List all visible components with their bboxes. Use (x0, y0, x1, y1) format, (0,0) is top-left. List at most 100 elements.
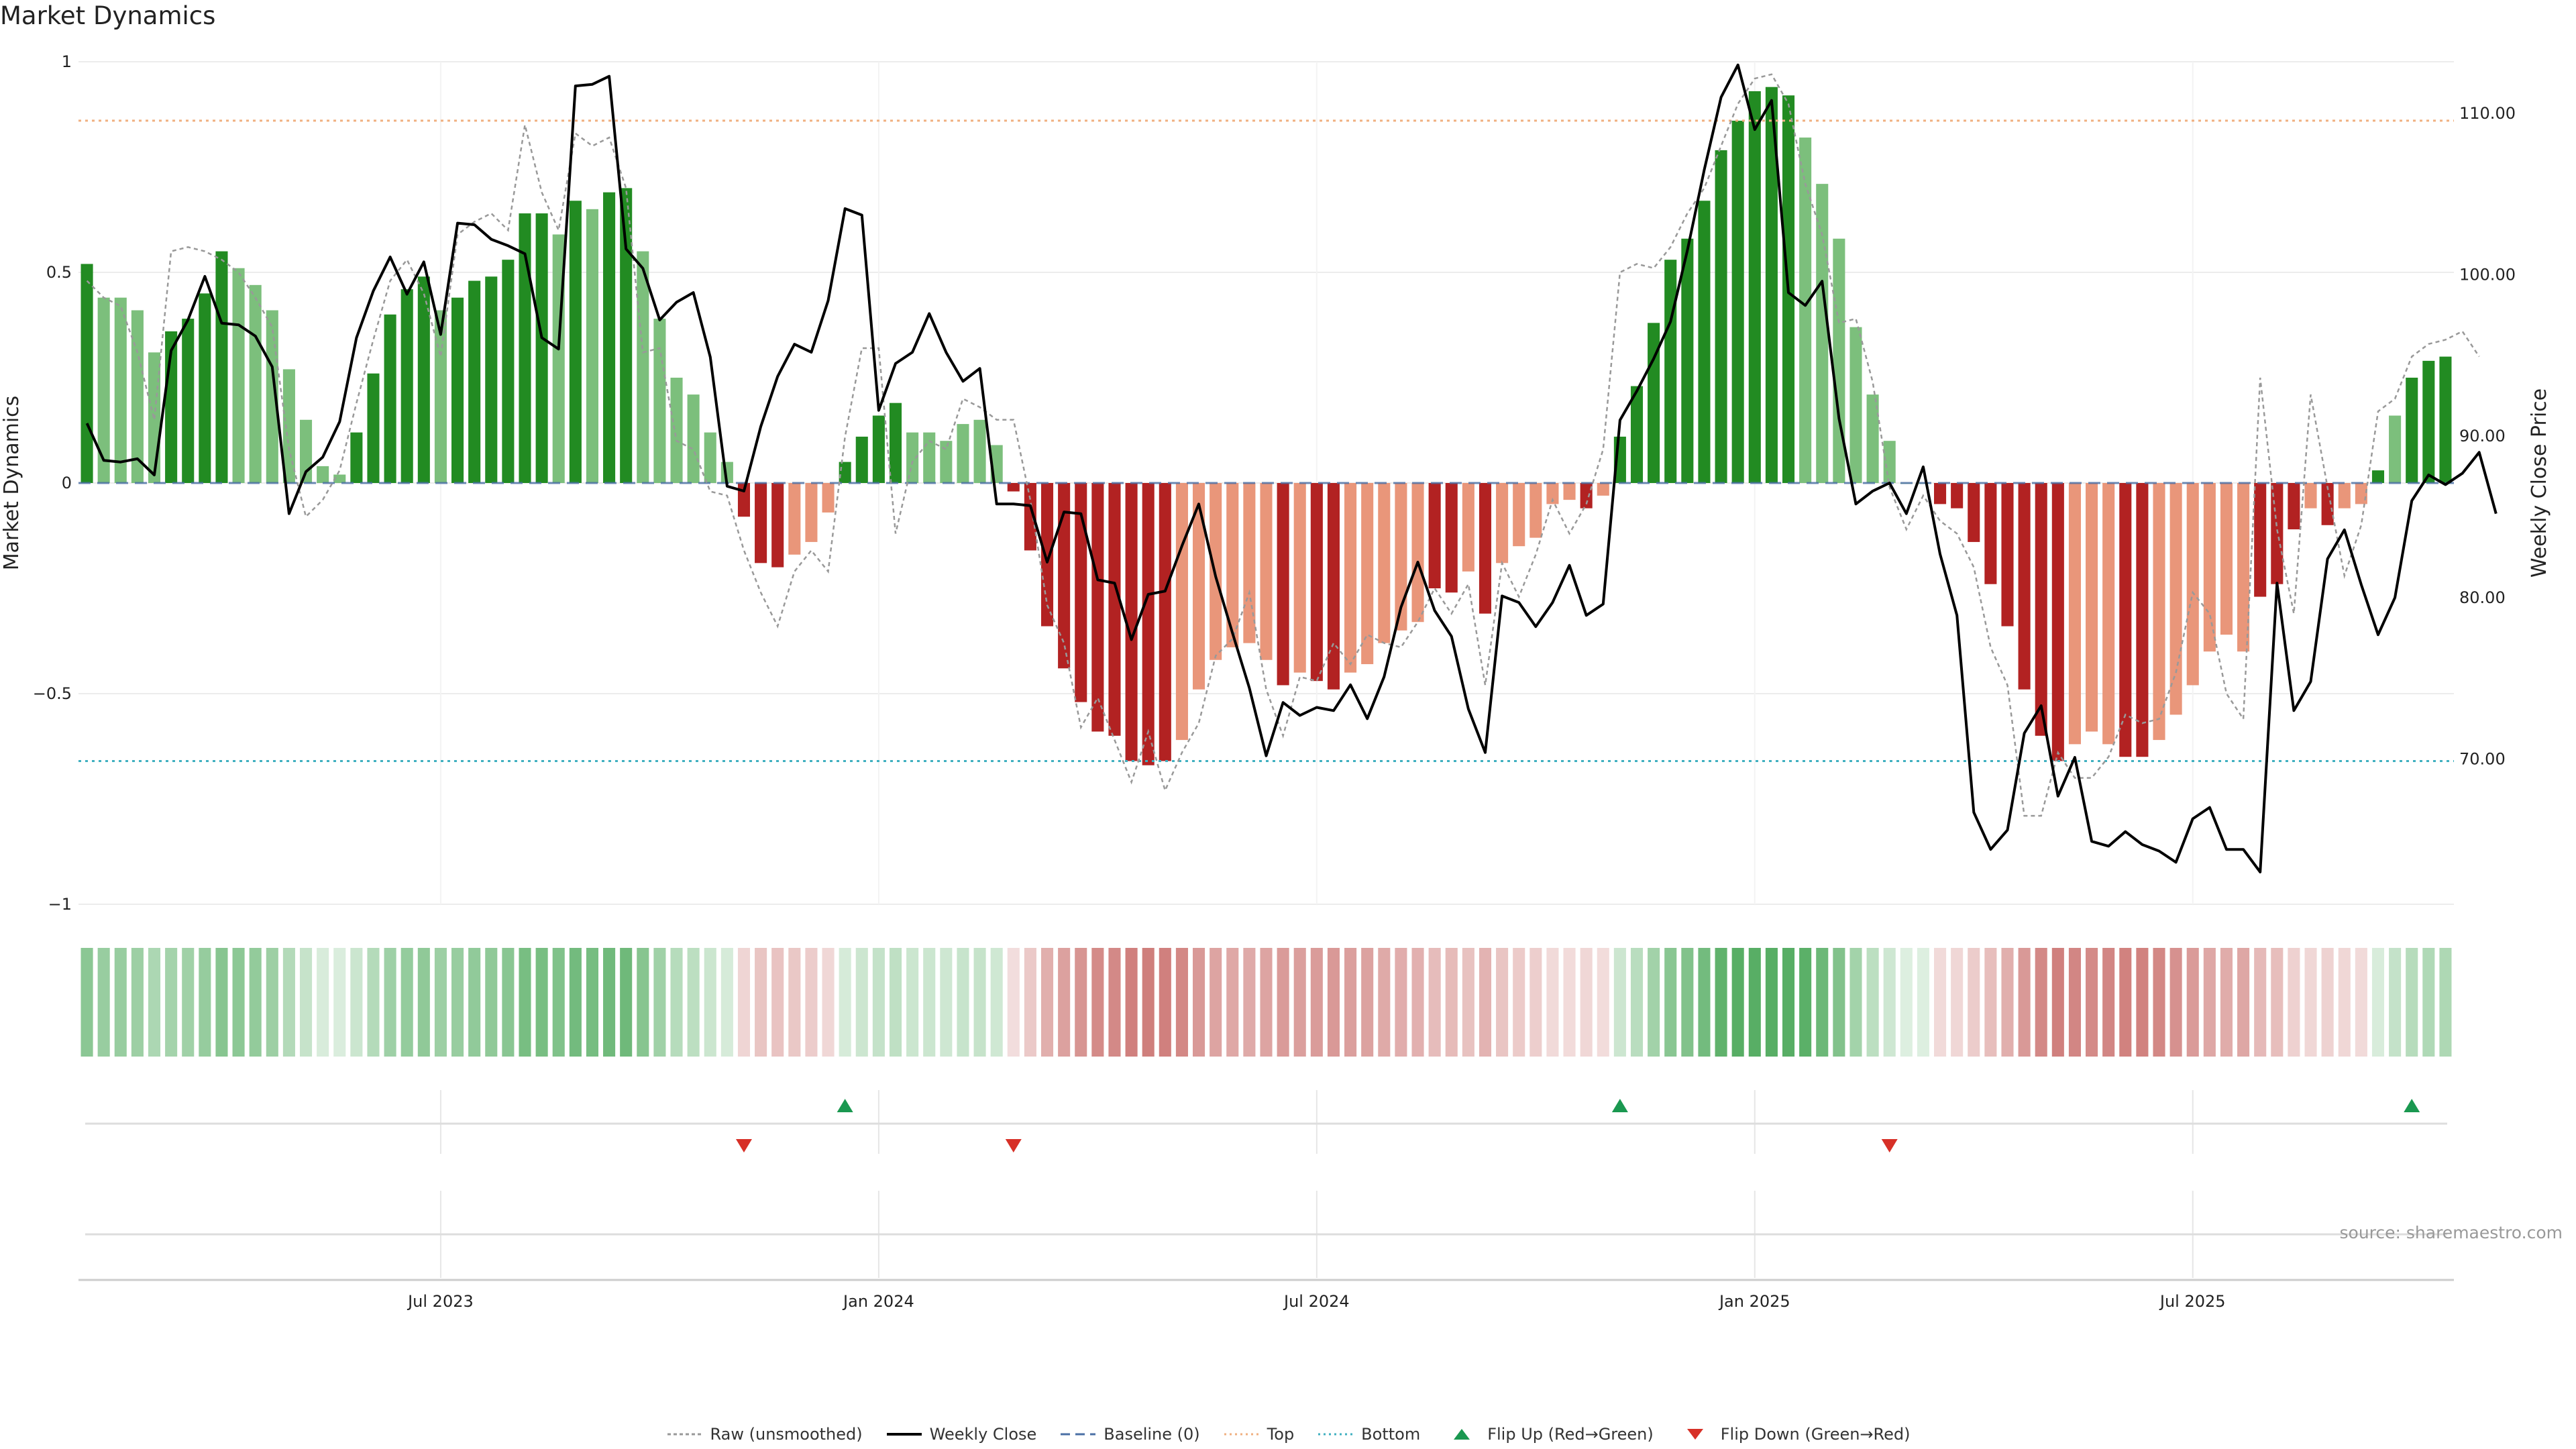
heat-cell (2018, 948, 2031, 1057)
dynamics-bar (1260, 483, 1273, 660)
raw-legend-label: Raw (unsmoothed) (710, 1425, 863, 1444)
dynamics-bar (2304, 483, 2317, 508)
heat-cell (788, 948, 801, 1057)
heat-cell (1277, 948, 1289, 1057)
heat-cell (1883, 948, 1896, 1057)
dynamics-bar (788, 483, 801, 555)
heat-cell (519, 948, 531, 1057)
heat-cell (2254, 948, 2267, 1057)
heat-cell (1243, 948, 1256, 1057)
dynamics-bar (1277, 483, 1289, 686)
dynamics-bar (1597, 483, 1609, 496)
heat-cell (2304, 948, 2317, 1057)
y-tick-label: 0 (62, 474, 72, 492)
heat-cell (165, 948, 178, 1057)
dynamics-bar (889, 402, 902, 483)
bottom-legend: Bottom (1317, 1425, 1420, 1444)
heat-cell (1563, 948, 1576, 1057)
x-tick-label: Jan 2025 (1718, 1292, 1790, 1311)
dynamics-bar (2186, 483, 2199, 686)
dynamics-bar (1428, 483, 1441, 588)
y-tick-label: 0.5 (46, 263, 72, 282)
dynamics-bar (2035, 483, 2047, 736)
dynamics-bar (1159, 483, 1171, 761)
dynamics-bar (2237, 483, 2250, 652)
flip-down-marker (735, 1139, 752, 1152)
heat-cell (1648, 948, 1660, 1057)
dynamics-bar (2086, 483, 2098, 732)
heat-cell (1833, 948, 1845, 1057)
heat-cell (2389, 948, 2402, 1057)
heat-cell (1849, 948, 1862, 1057)
heat-cell (1445, 948, 1458, 1057)
heat-cell (434, 948, 447, 1057)
heat-cell (653, 948, 666, 1057)
heat-cell (2136, 948, 2149, 1057)
heat-cell (822, 948, 835, 1057)
dynamics-bar (1040, 483, 1054, 627)
weekly-close-line (85, 63, 2498, 873)
dynamics-bar (114, 297, 127, 483)
dynamics-bar (1378, 483, 1391, 643)
dynamics-bar (1091, 483, 1104, 732)
heat-cell (1378, 948, 1391, 1057)
dynamics-bar (1698, 201, 1711, 483)
dynamics-bar (1395, 483, 1407, 631)
heat-cell (2288, 948, 2300, 1057)
dynamics-bar (249, 284, 262, 483)
dynamics-bar (1866, 394, 1879, 483)
dynamics-bar (2355, 483, 2367, 504)
dynamics-bar (771, 483, 784, 568)
heat-cell (367, 948, 380, 1057)
flip-up-marker (837, 1099, 853, 1112)
reference-lines (78, 119, 2454, 762)
heat-cell (114, 948, 127, 1057)
dynamics-bar (1193, 483, 1205, 690)
top-legend-swatch (1224, 1433, 1259, 1436)
heat-cell (889, 948, 902, 1057)
heat-cell (872, 948, 885, 1057)
dynamics-bar (704, 432, 716, 483)
heat-cell (906, 948, 919, 1057)
heat-cell (249, 948, 262, 1057)
dynamics-bar (586, 209, 599, 483)
dynamics-bar (2102, 483, 2115, 745)
heat-cell (1698, 948, 1711, 1057)
source-note: source: sharemaestro.com (2339, 1223, 2563, 1242)
top-legend-label: Top (1267, 1425, 1295, 1444)
heat-cell (2439, 948, 2452, 1057)
heat-cell (720, 948, 733, 1057)
heat-cell (1748, 948, 1761, 1057)
heat-cell (1462, 948, 1474, 1057)
heat-cell (2153, 948, 2165, 1057)
baseline-legend: Baseline (0) (1059, 1425, 1200, 1444)
dynamics-bar (299, 419, 313, 483)
heat-cell (923, 948, 936, 1057)
axes: 1 0.5 0 −0.5 −1 110.00 100.00 90.00 80.00 70.00 Ju… (0, 52, 2551, 1311)
heat-cell (586, 948, 599, 1057)
x-tick-label: Jul 2023 (407, 1292, 474, 1311)
heat-cell (2186, 948, 2199, 1057)
dynamics-bar (872, 415, 885, 483)
dynamics-bar (1445, 483, 1458, 593)
heat-cell (333, 948, 346, 1057)
dynamics-bar (1411, 483, 1424, 623)
dynamics-bar (2371, 470, 2385, 483)
heat-cell (839, 948, 851, 1057)
dynamics-bar (1968, 483, 1980, 542)
dynamics-bar (670, 378, 683, 483)
dynamics-bar (1058, 483, 1071, 669)
dynamics-bar (2051, 483, 2064, 761)
heat-cell (384, 948, 396, 1057)
dynamics-bar (1951, 483, 1964, 508)
heat-cell (552, 948, 565, 1057)
dynamics-bar (603, 192, 616, 483)
heat-cell (771, 948, 784, 1057)
dynamics-bar (1563, 483, 1576, 500)
heat-cell (1142, 948, 1155, 1057)
flip-up-legend-label: Flip Up (Red→Green) (1487, 1425, 1654, 1444)
dynamics-bar (2288, 483, 2300, 530)
heat-cell (485, 948, 498, 1057)
dynamics-bar (805, 483, 818, 542)
